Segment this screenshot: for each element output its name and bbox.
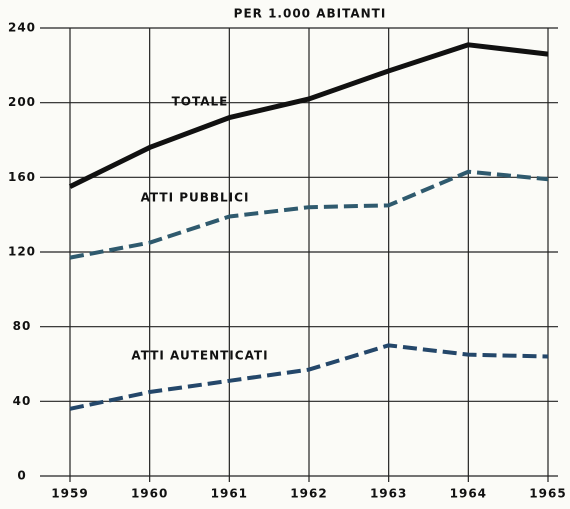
x-tick-label: 1964 [450, 487, 487, 501]
x-tick-label: 1961 [211, 487, 248, 501]
x-tick-label: 1962 [290, 487, 327, 501]
series-line [68, 42, 549, 189]
y-tick-label: 200 [8, 95, 36, 109]
chart-title: PER 1.000 ABITANTI [234, 7, 387, 21]
series-label: ATTI AUTENTICATI [131, 349, 268, 363]
x-tick-label: 1960 [131, 487, 168, 501]
x-tick-label: 1963 [370, 487, 407, 501]
y-tick-label: 240 [8, 21, 36, 35]
series-line [69, 343, 549, 411]
series-label: TOTALE [172, 95, 229, 109]
y-tick-label: 0 [17, 469, 26, 483]
y-tick-label: 40 [13, 394, 32, 408]
y-tick-label: 80 [13, 319, 32, 333]
y-tick-label: 160 [8, 170, 36, 184]
series-line [69, 169, 549, 260]
y-tick-label: 120 [8, 245, 36, 259]
x-tick-label: 1965 [529, 487, 566, 501]
series-label: ATTI PUBBLICI [141, 191, 250, 205]
x-tick-label: 1959 [51, 487, 88, 501]
